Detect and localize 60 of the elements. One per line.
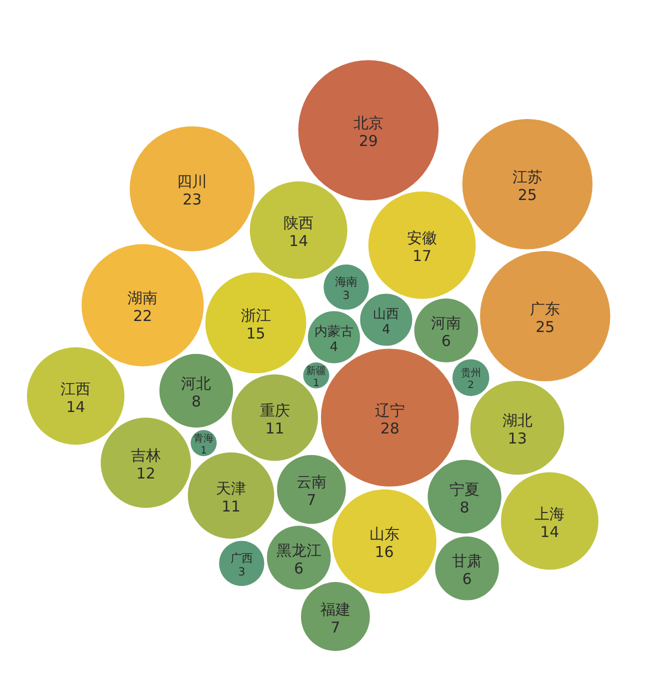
category-label: 宁夏 (450, 480, 480, 498)
data-label: 15 (246, 324, 266, 343)
data-label: 14 (540, 522, 560, 541)
data-label: 6 (294, 559, 304, 578)
data-label: 1 (200, 446, 207, 457)
data-label: 2 (468, 380, 474, 392)
data-label: 25 (536, 318, 555, 336)
data-label: 3 (342, 288, 350, 302)
data-label: 12 (136, 464, 156, 483)
category-label: 福建 (320, 600, 350, 618)
category-label: 安徽 (407, 228, 438, 247)
category-label: 上海 (534, 504, 565, 523)
category-label: 山东 (369, 525, 400, 544)
data-label: 4 (330, 340, 338, 355)
data-label: 11 (221, 497, 241, 516)
data-label: 6 (441, 332, 451, 350)
category-label: 浙江 (240, 306, 271, 325)
category-label: 新疆 (306, 364, 326, 377)
category-label: 江苏 (512, 168, 542, 186)
category-label: 湖北 (502, 412, 532, 430)
category-label: 江西 (60, 380, 91, 398)
data-label: 8 (191, 392, 202, 410)
category-label: 山西 (373, 306, 400, 322)
data-label: 28 (380, 419, 400, 438)
data-label: 14 (66, 398, 86, 416)
category-label: 河南 (431, 314, 462, 332)
data-label: 22 (133, 306, 152, 325)
data-label: 3 (238, 565, 246, 578)
data-label: 7 (330, 618, 340, 636)
category-label: 湖南 (128, 288, 158, 307)
category-label: 吉林 (130, 446, 161, 465)
category-label: 海南 (335, 275, 358, 288)
category-label: 云南 (296, 473, 326, 492)
data-label: 23 (182, 190, 202, 209)
category-label: 辽宁 (374, 401, 405, 420)
data-label: 29 (358, 132, 378, 150)
category-label: 重庆 (260, 401, 290, 420)
category-label: 甘肃 (452, 552, 482, 570)
category-label: 青海 (194, 432, 214, 445)
data-label: 11 (265, 419, 284, 438)
data-label: 17 (412, 246, 432, 265)
category-label: 天津 (216, 479, 246, 498)
category-label: 广东 (530, 300, 560, 318)
category-label: 北京 (353, 114, 384, 132)
data-label: 7 (306, 491, 316, 510)
category-label: 陕西 (284, 214, 314, 232)
category-label: 贵州 (460, 367, 481, 380)
data-label: 16 (374, 543, 394, 562)
data-label: 4 (382, 322, 390, 338)
data-label: 25 (518, 186, 537, 204)
data-label: 6 (462, 570, 472, 588)
data-label: 14 (289, 232, 308, 250)
category-label: 广西 (230, 552, 253, 565)
data-label: 13 (508, 430, 527, 448)
data-label: 1 (313, 378, 320, 389)
category-label: 四川 (177, 172, 208, 191)
category-label: 黑龙江 (276, 541, 322, 560)
data-label: 8 (460, 498, 470, 516)
category-label: 河北 (181, 374, 212, 392)
category-label: 内蒙古 (314, 324, 354, 340)
